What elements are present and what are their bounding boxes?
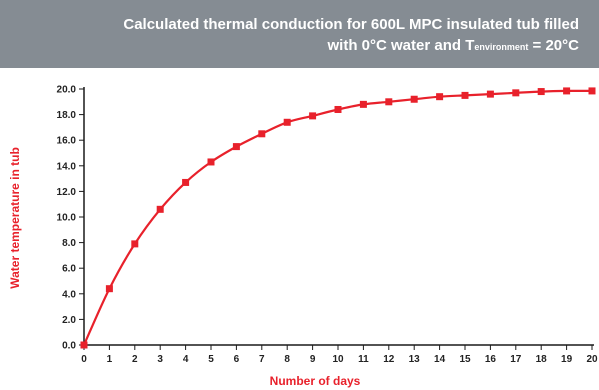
series-lines [82,89,593,346]
series-line [82,89,593,346]
y-tick-label: 14.0 [57,161,77,172]
x-tick-label: 5 [208,354,214,365]
x-tick-label: 6 [234,354,240,365]
data-point-marker [436,93,444,101]
y-tick-label: 20.0 [57,85,77,96]
y-axis-ticks: 0.0 2.0 4.0 6.0 8.0 10.0 12.0 14.0 16.0 18.0 20.0 [57,85,84,352]
x-tick-label: 2 [132,354,138,365]
x-tick-label: 14 [434,354,446,365]
data-point-marker [512,89,520,97]
y-axis-title: Water temperature in tub [8,147,22,289]
x-tick-label: 3 [157,354,163,365]
x-tick-label: 18 [536,354,548,365]
x-tick-label: 16 [485,354,497,365]
y-tick-label: 8.0 [62,238,76,249]
x-axis-ticks: 0 1 2 3 4 5 6 7 8 9 10 11 12 13 14 15 16 17 18 19 20 [81,345,598,365]
data-point-marker [182,178,190,186]
data-point-marker [334,105,342,113]
chart-title-line-2: with 0°C water and Tenvironment = 20°C [0,35,580,58]
chart-axes [83,87,594,346]
x-tick-label: 4 [183,354,189,365]
chart-title-banner: Calculated thermal conduction for 600L M… [0,0,599,68]
x-tick-label: 20 [586,354,598,365]
y-tick-label: 4.0 [62,289,76,300]
chart-title-line-2-suffix: = 20°C [528,37,579,54]
data-point-marker [283,118,291,126]
x-tick-label: 19 [561,354,573,365]
data-point-marker [537,88,545,96]
y-tick-label: 16.0 [57,136,77,147]
chart-title-subscript: environment [474,42,529,52]
data-point-marker [80,341,88,349]
x-tick-label: 10 [332,354,344,365]
y-tick-label: 2.0 [62,315,76,326]
series-markers [80,87,596,349]
data-point-marker [232,143,240,151]
x-axis-title: Number of days [270,374,361,388]
data-point-marker [258,130,266,138]
data-point-marker [563,87,571,95]
chart-title-line-2-prefix: with 0°C water and T [327,37,475,54]
data-point-marker [385,98,393,106]
y-tick-label: 12.0 [57,187,77,198]
data-point-marker [588,87,596,95]
data-point-marker [410,95,418,103]
data-point-marker [105,285,113,293]
x-tick-label: 0 [81,354,87,365]
chart-title-line-1: Calculated thermal conduction for 600L M… [123,16,579,33]
x-tick-label: 8 [284,354,290,365]
x-tick-label: 13 [409,354,421,365]
y-tick-label: 0.0 [62,341,76,352]
x-tick-label: 11 [358,354,369,365]
y-tick-label: 6.0 [62,264,76,275]
x-tick-label: 17 [510,354,522,365]
y-tick-label: 18.0 [57,110,77,121]
x-tick-label: 15 [459,354,471,365]
data-point-marker [207,158,215,166]
data-point-marker [131,240,139,248]
x-tick-label: 12 [383,354,395,365]
x-tick-label: 9 [310,354,316,365]
data-point-marker [359,100,367,108]
data-point-marker [486,90,494,98]
data-point-marker [461,91,469,99]
y-tick-label: 10.0 [57,213,77,224]
x-tick-label: 7 [259,354,265,365]
data-point-marker [309,112,317,120]
data-point-marker [156,205,164,213]
x-tick-label: 1 [107,354,113,365]
